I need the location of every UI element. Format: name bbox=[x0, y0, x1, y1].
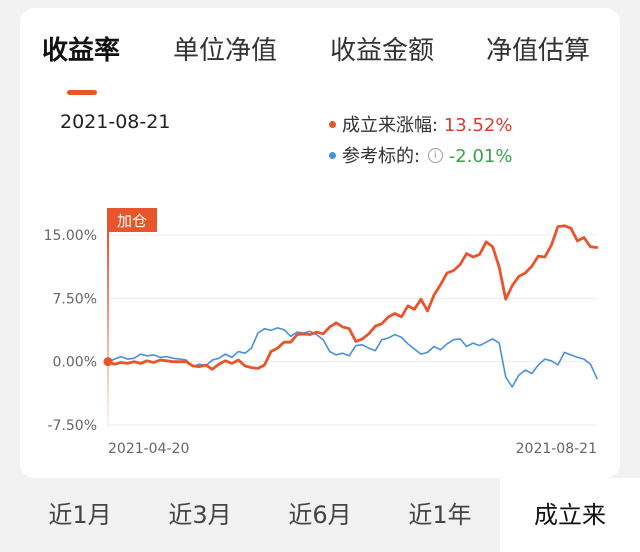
x-tick-label: 2021-08-21 bbox=[516, 441, 597, 457]
y-tick-label: -7.50% bbox=[47, 418, 97, 434]
active-tab-indicator bbox=[67, 90, 97, 95]
period-selector: 近1月 近3月 近6月 近1年 成立来 bbox=[0, 478, 640, 552]
metric-tabs: 收益率 单位净值 收益金额 净值估算 bbox=[20, 30, 620, 95]
benchmark-legend-label: 参考标的: bbox=[342, 146, 421, 167]
start-point-dot bbox=[103, 357, 113, 367]
fund-legend-dot bbox=[329, 120, 336, 128]
y-tick-label: 0.00% bbox=[53, 355, 97, 371]
period-since-inception[interactable]: 成立来 bbox=[500, 478, 640, 552]
period-1-year[interactable]: 近1年 bbox=[408, 501, 472, 529]
add-position-marker-label: 加仓 bbox=[117, 212, 147, 230]
benchmark-return-value: -2.01% bbox=[448, 146, 513, 167]
add-position-marker-badge bbox=[107, 208, 157, 232]
info-icon[interactable]: i bbox=[427, 147, 443, 163]
return-chart: 15.00% 7.50% 0.00% -7.50% 2021-04-20 2021-08-… bbox=[44, 208, 599, 457]
add-position-marker-line bbox=[107, 230, 109, 428]
benchmark-legend: 参考标的: i -2.01% bbox=[329, 142, 513, 168]
y-tick-label: 7.50% bbox=[53, 291, 97, 307]
y-tick-label: 15.00% bbox=[44, 228, 97, 244]
fund-return-line bbox=[106, 224, 599, 371]
x-tick-label: 2021-04-20 bbox=[108, 441, 189, 457]
fund-return-value: 13.52% bbox=[443, 115, 513, 136]
tab-unit-nav[interactable]: 单位净值 bbox=[173, 36, 278, 66]
tab-return-amount[interactable]: 收益金额 bbox=[330, 36, 435, 66]
fund-legend-label: 成立来涨幅: bbox=[342, 115, 439, 136]
benchmark-legend-dot bbox=[329, 151, 336, 159]
period-1-month[interactable]: 近1月 bbox=[48, 501, 112, 529]
chart-card: 收益率 单位净值 收益金额 净值估算 2021-08-21 成立来涨幅: 13.… bbox=[20, 8, 620, 478]
period-3-months[interactable]: 近3月 bbox=[168, 501, 232, 529]
selected-date: 2021-08-21 bbox=[60, 111, 171, 133]
fund-legend: 成立来涨幅: 13.52% bbox=[329, 111, 512, 137]
tab-return-rate[interactable]: 收益率 bbox=[42, 36, 121, 66]
tab-nav-estimate[interactable]: 净值估算 bbox=[486, 36, 591, 66]
period-6-months[interactable]: 近6月 bbox=[288, 501, 352, 529]
